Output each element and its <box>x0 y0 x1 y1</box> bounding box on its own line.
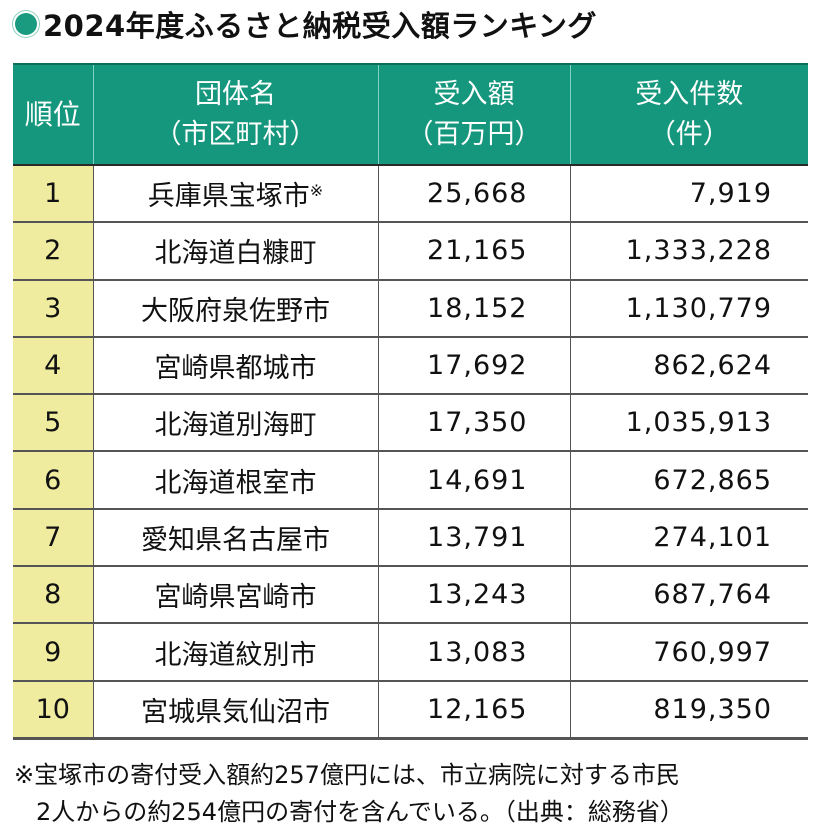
title-text: 2024年度ふるさと納税受入額ランキング <box>43 9 597 43</box>
page-title: 2024年度ふるさと納税受入額ランキング <box>12 4 597 44</box>
amount-cell: 13,791 <box>378 508 571 568</box>
table-row: 8 宮崎県宮崎市 13,243 687,764 <box>13 566 808 625</box>
municipality-cell: 北海道紋別市 <box>93 623 379 682</box>
amount-cell: 18,152 <box>378 279 571 338</box>
table-row: 1 兵庫県宝塚市※ 25,668 7,919 <box>13 165 808 224</box>
count-cell: 760,997 <box>570 623 808 682</box>
table-row: 10 宮城県気仙沼市 12,165 819,350 <box>13 680 808 740</box>
rank-cell: 5 <box>13 394 94 453</box>
count-cell: 274,101 <box>570 508 808 568</box>
header-count: 受入件数 （件） <box>569 63 808 166</box>
rank-cell: 9 <box>13 623 94 682</box>
amount-cell: 13,243 <box>378 566 571 625</box>
amount-cell: 14,691 <box>378 451 571 510</box>
table-row: 7 愛知県名古屋市 13,791 274,101 <box>13 508 808 568</box>
header-rank: 順位 <box>13 63 93 166</box>
table-row: 9 北海道紋別市 13,083 760,997 <box>13 623 808 682</box>
municipality-cell: 北海道白糠町 <box>93 222 379 281</box>
footnote-mark: ※ <box>309 181 324 201</box>
count-cell: 672,865 <box>570 451 808 510</box>
amount-cell: 17,692 <box>378 336 571 396</box>
table-row: 3 大阪府泉佐野市 18,152 1,130,779 <box>13 279 808 338</box>
table-row: 6 北海道根室市 14,691 672,865 <box>13 451 808 510</box>
municipality-cell: 大阪府泉佐野市 <box>93 279 379 338</box>
count-cell: 862,624 <box>570 336 808 396</box>
header-municipality: 団体名 （市区町村） <box>92 63 378 166</box>
bullet-icon <box>15 13 37 35</box>
municipality-cell: 北海道別海町 <box>93 394 379 453</box>
municipality-cell: 宮崎県都城市 <box>93 336 379 396</box>
count-cell: 1,130,779 <box>570 279 808 338</box>
footnote-line-1: ※宝塚市の寄付受入額約257億円には、市立病院に対する市民 <box>14 761 680 789</box>
rank-cell: 7 <box>13 508 94 568</box>
table-row: 5 北海道別海町 17,350 1,035,913 <box>13 394 808 453</box>
rank-cell: 1 <box>13 165 94 224</box>
count-cell: 1,035,913 <box>570 394 808 453</box>
rank-cell: 3 <box>13 279 94 338</box>
count-cell: 687,764 <box>570 566 808 625</box>
amount-cell: 12,165 <box>378 680 571 740</box>
municipality-cell: 北海道根室市 <box>93 451 379 510</box>
rank-cell: 4 <box>13 336 94 396</box>
footnote-line-2: 2人からの約254億円の寄付を含んでいる。（出典：総務省） <box>36 798 684 826</box>
municipality-cell: 宮城県気仙沼市 <box>93 680 379 740</box>
table-row: 2 北海道白糠町 21,165 1,333,228 <box>13 222 808 281</box>
municipality-cell: 宮崎県宮崎市 <box>93 566 379 625</box>
municipality-cell: 愛知県名古屋市 <box>93 508 379 568</box>
amount-cell: 13,083 <box>378 623 571 682</box>
amount-cell: 17,350 <box>378 394 571 453</box>
ranking-table: 順位 団体名 （市区町村） 受入額 （百万円） 受入件数 （件） 1 兵庫県宝塚… <box>13 63 808 740</box>
municipality-cell: 兵庫県宝塚市※ <box>93 165 379 224</box>
amount-cell: 25,668 <box>378 165 571 224</box>
count-cell: 1,333,228 <box>570 222 808 281</box>
count-cell: 7,919 <box>570 165 808 224</box>
header-amount: 受入額 （百万円） <box>377 63 570 166</box>
header-row: 順位 団体名 （市区町村） 受入額 （百万円） 受入件数 （件） <box>13 63 808 166</box>
rank-cell: 2 <box>13 222 94 281</box>
table-row: 4 宮崎県都城市 17,692 862,624 <box>13 336 808 396</box>
count-cell: 819,350 <box>570 680 808 740</box>
amount-cell: 21,165 <box>378 222 571 281</box>
rank-cell: 8 <box>13 566 94 625</box>
rank-cell: 10 <box>13 680 94 740</box>
footnote: ※宝塚市の寄付受入額約257億円には、市立病院に対する市民 2人からの約254億… <box>14 757 684 831</box>
rank-cell: 6 <box>13 451 94 510</box>
